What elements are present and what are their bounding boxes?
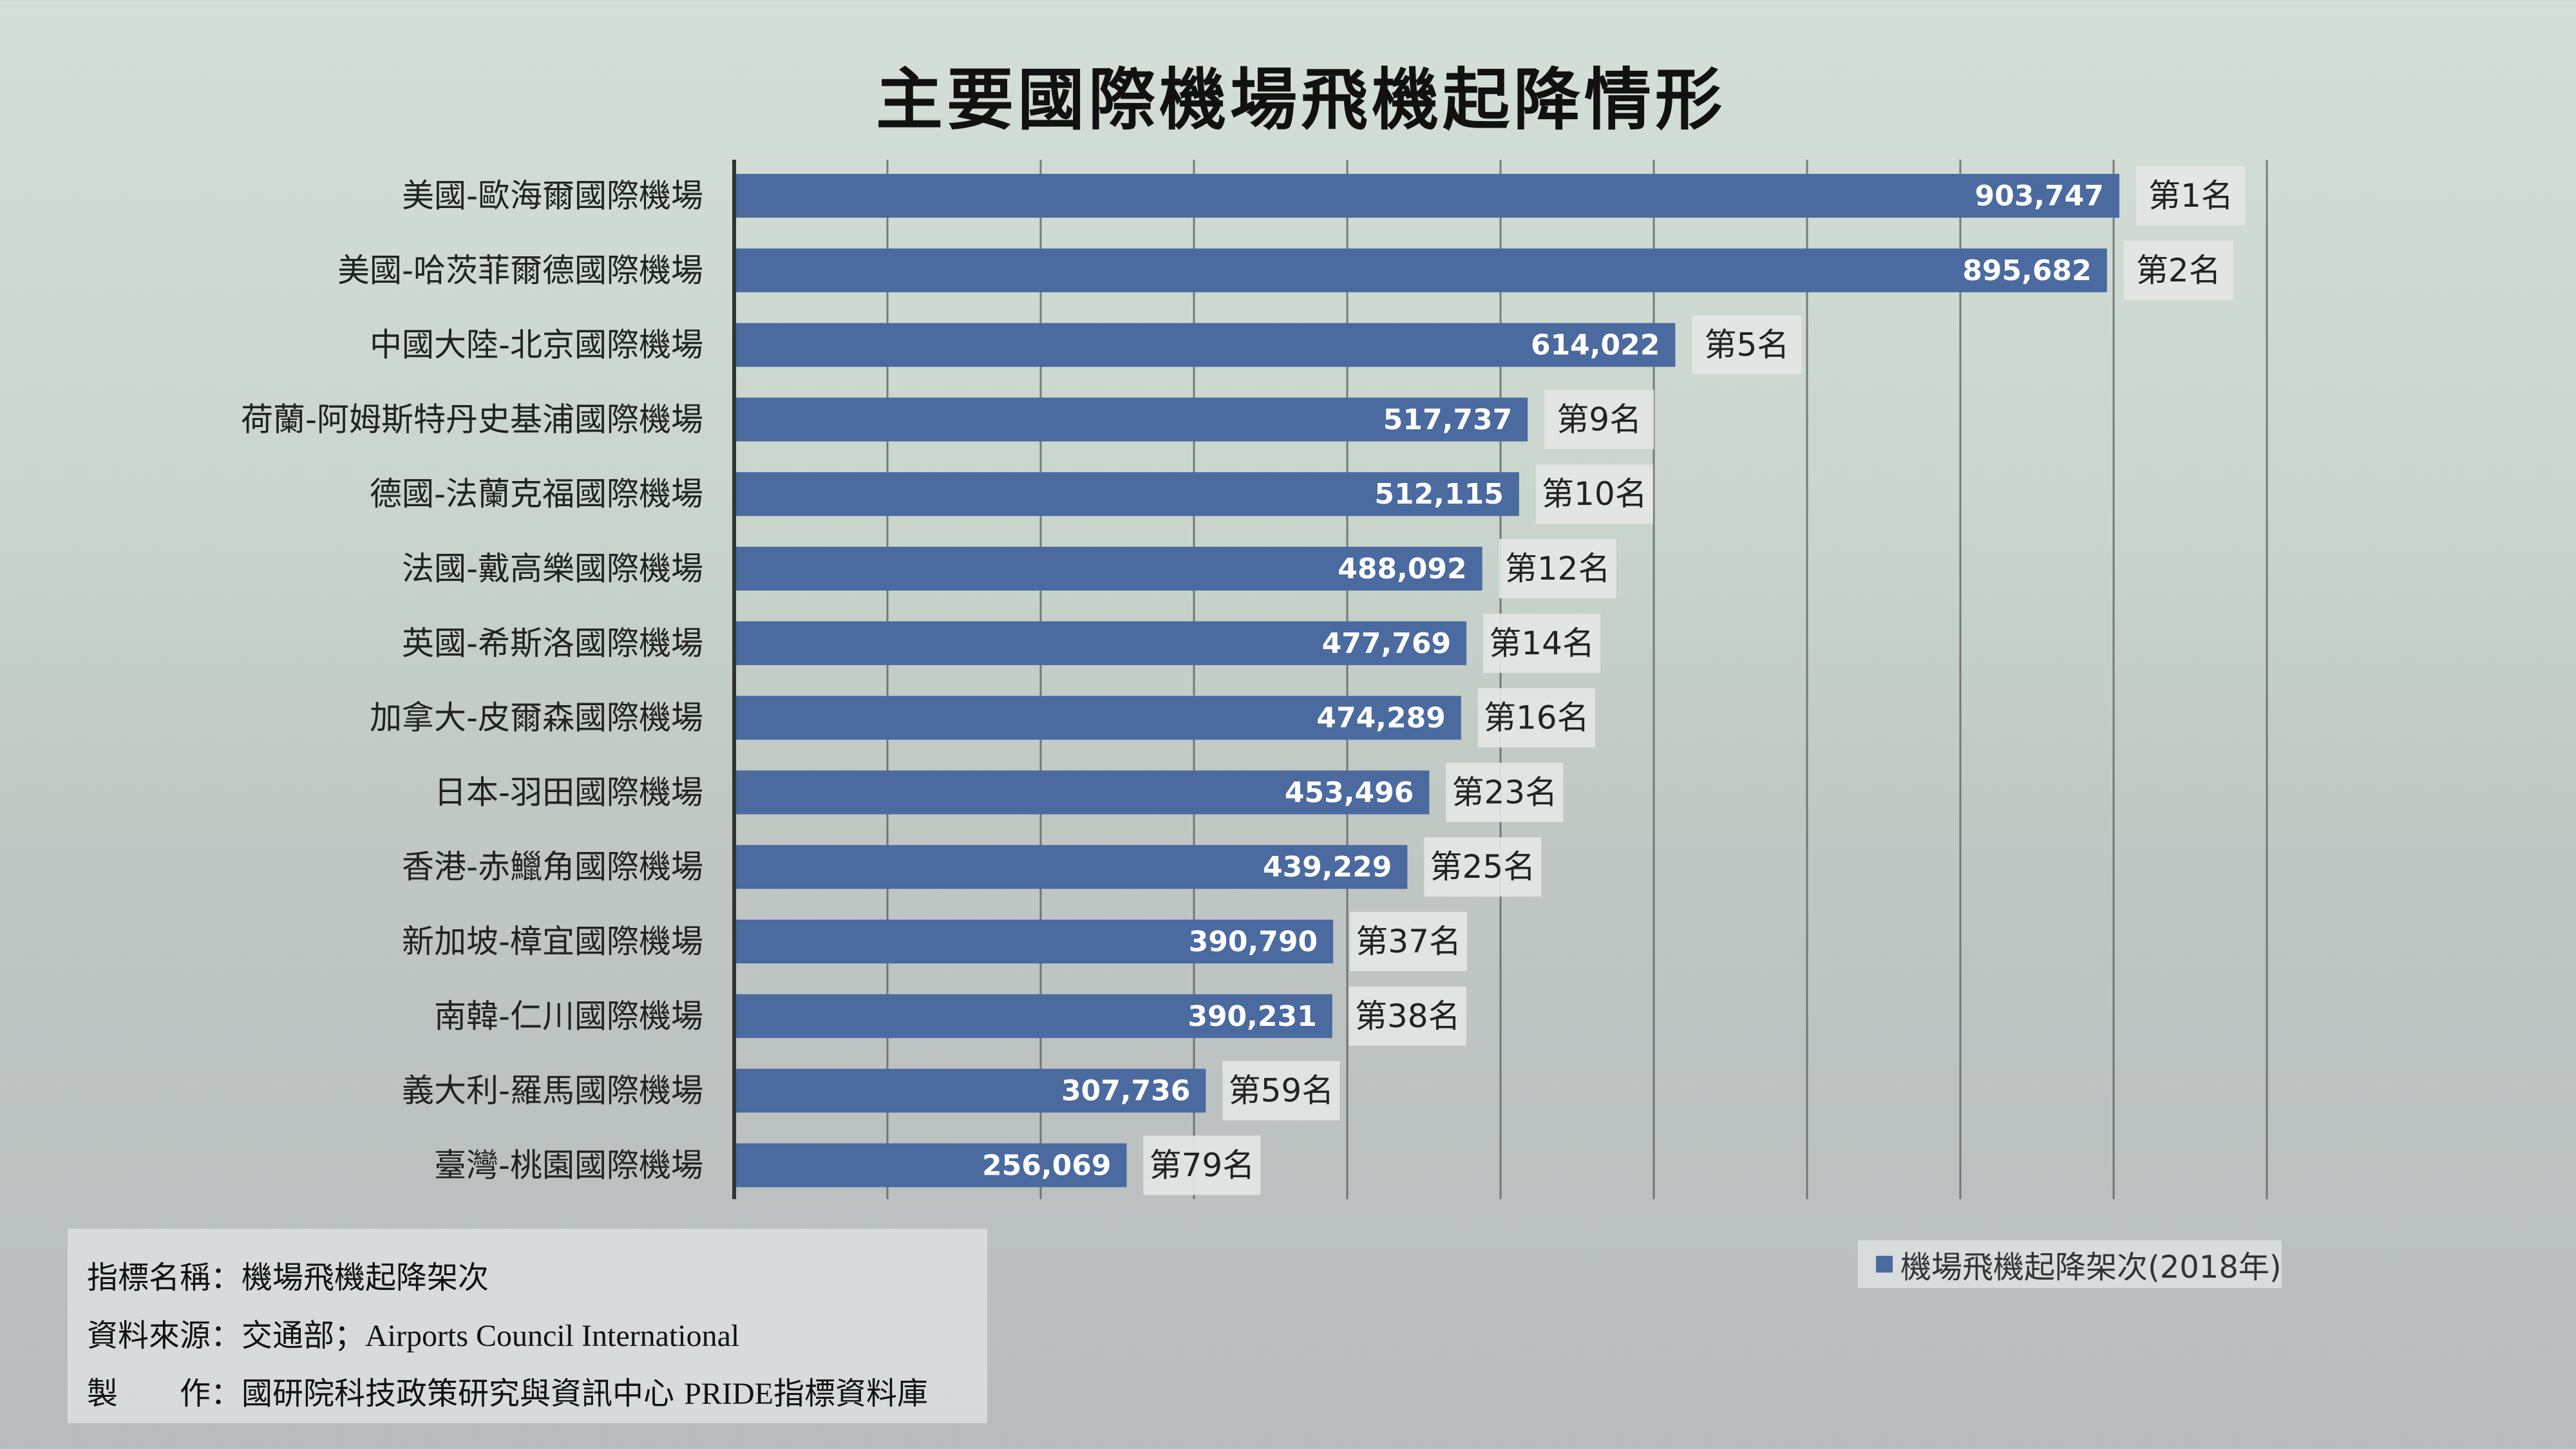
bar <box>734 1143 1127 1188</box>
rank-label: 第5名 <box>1704 327 1789 364</box>
value-label: 477,769 <box>1322 627 1451 660</box>
value-label: 439,229 <box>1263 851 1392 884</box>
value-label: 488,092 <box>1338 553 1466 585</box>
rank-box <box>1477 688 1595 748</box>
rank-label: 第37名 <box>1356 923 1461 960</box>
value-label: 903,747 <box>1975 180 2104 213</box>
rank-box <box>1446 762 1564 822</box>
rank-label: 第23名 <box>1452 773 1558 811</box>
category-label: 新加坡-樟宜國際機場 <box>402 923 703 960</box>
bar <box>734 323 1676 367</box>
category-label: 英國-希斯洛國際機場 <box>402 625 703 662</box>
value-label: 256,069 <box>982 1149 1111 1182</box>
rank-label: 第2名 <box>2136 252 2221 289</box>
value-label: 390,790 <box>1189 925 1318 958</box>
bar <box>734 696 1461 740</box>
rank-box <box>2123 240 2233 300</box>
source-prefix: 資料來源：交通部； <box>87 1318 366 1354</box>
value-label: 390,231 <box>1188 1000 1316 1033</box>
category-label: 德國-法蘭克福國際機場 <box>370 475 703 513</box>
category-label: 香港-赤鱲角國際機場 <box>402 848 703 886</box>
bar <box>734 920 1334 963</box>
value-label: 512,115 <box>1374 478 1503 511</box>
rank-box <box>2136 166 2246 225</box>
category-label: 臺灣-桃園國際機場 <box>434 1146 703 1184</box>
category-label: 美國-哈茨菲爾德國際機場 <box>337 252 703 289</box>
rank-box <box>1535 464 1653 524</box>
rank-label: 第16名 <box>1484 699 1589 737</box>
producer: 製 作：國研院科技政策研究與資訊中心 PRIDE指標資料庫 <box>87 1368 928 1413</box>
bar <box>734 472 1519 516</box>
rank-box <box>1222 1061 1340 1121</box>
category-label: 中國大陸-北京國際機場 <box>370 327 703 364</box>
chart-title: 主要國際機場飛機起降情形 <box>875 61 1726 139</box>
bar <box>734 770 1430 815</box>
category-label: 日本-羽田國際機場 <box>434 773 703 811</box>
producer-prefix: 製 作：國研院科技政策研究與資訊中心 <box>87 1376 685 1412</box>
legend-swatch <box>1876 1256 1893 1273</box>
category-label: 南韓-仁川國際機場 <box>434 998 703 1035</box>
category-label: 荷蘭-阿姆斯特丹史基浦國際機場 <box>241 401 703 438</box>
rank-box <box>1143 1135 1261 1195</box>
rank-label: 第38名 <box>1355 998 1461 1035</box>
category-label: 法國-戴高樂國際機場 <box>402 550 703 587</box>
rank-box <box>1483 613 1601 673</box>
bar <box>734 397 1528 442</box>
data-source: 資料來源：交通部；Airports Council International <box>87 1310 739 1355</box>
rank-box <box>1544 390 1654 450</box>
bar <box>734 248 2107 292</box>
source-en: Airports Council International <box>365 1319 740 1353</box>
bar <box>734 621 1467 665</box>
footer-notes: 指標名稱：機場飛機起降架次 資料來源：交通部；Airports Council … <box>68 1229 987 1423</box>
category-label: 加拿大-皮爾森國際機場 <box>370 699 703 737</box>
rank-box <box>1499 539 1616 598</box>
bar <box>734 174 2119 218</box>
rank-box <box>1349 986 1466 1046</box>
rank-box <box>1350 912 1468 971</box>
producer-en: PRIDE <box>684 1377 773 1411</box>
bar <box>734 845 1408 889</box>
rank-box <box>1692 315 1802 375</box>
bar <box>734 547 1482 591</box>
value-label: 307,736 <box>1061 1075 1190 1108</box>
rank-label: 第1名 <box>2148 177 2233 214</box>
category-label: 美國-歐海爾國際機場 <box>402 177 703 214</box>
category-label: 義大利-羅馬國際機場 <box>402 1072 703 1110</box>
rank-label: 第59名 <box>1229 1072 1334 1110</box>
bar <box>734 994 1332 1038</box>
value-label: 474,289 <box>1316 702 1445 735</box>
indicator-name: 指標名稱：機場飛機起降架次 <box>87 1260 489 1296</box>
legend-label: 機場飛機起降架次(2018年) <box>1900 1249 2282 1285</box>
value-label: 614,022 <box>1531 329 1660 362</box>
value-label: 895,682 <box>1962 254 2091 287</box>
rank-label: 第25名 <box>1430 848 1536 886</box>
value-label: 453,496 <box>1285 776 1414 809</box>
value-label: 517,737 <box>1383 403 1512 436</box>
rank-label: 第79名 <box>1150 1146 1255 1184</box>
rank-box <box>1424 837 1542 897</box>
rank-label: 第10名 <box>1542 475 1647 513</box>
bar <box>734 1068 1206 1113</box>
producer-suffix: 指標資料庫 <box>773 1376 928 1412</box>
rank-label: 第9名 <box>1557 401 1642 438</box>
legend: 機場飛機起降架次(2018年) <box>1858 1240 2282 1288</box>
rank-label: 第14名 <box>1489 625 1595 662</box>
rank-label: 第12名 <box>1505 550 1611 587</box>
